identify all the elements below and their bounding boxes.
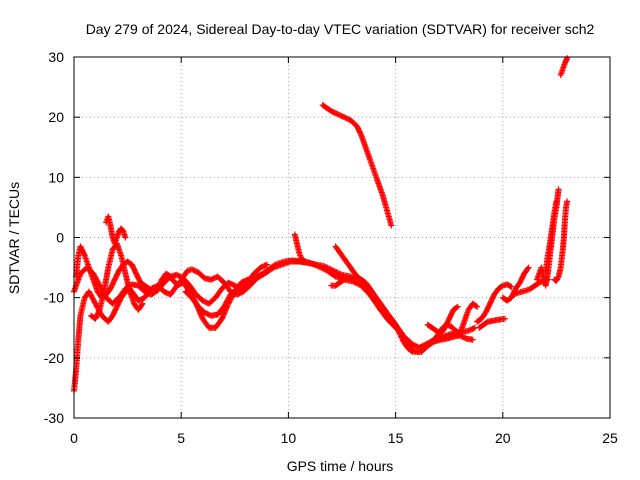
data-point-marker — [259, 271, 266, 278]
data-point-marker — [553, 198, 560, 205]
series-s19 — [551, 198, 571, 284]
data-point-marker — [139, 300, 146, 307]
data-point-marker — [525, 264, 532, 271]
data-point-marker — [81, 251, 88, 258]
series-s12 — [431, 300, 481, 343]
y-tick-label: -20 — [44, 350, 64, 366]
x-tick-label: 15 — [388, 430, 404, 446]
data-point-marker — [470, 325, 477, 332]
data-point-marker — [501, 315, 508, 322]
axis-ticks — [73, 56, 611, 419]
data-point-marker — [408, 348, 415, 355]
data-point-marker — [453, 304, 460, 311]
series-s13 — [474, 281, 515, 325]
data-point-marker — [564, 55, 571, 62]
series-s6 — [182, 271, 266, 319]
data-point-marker — [262, 262, 269, 269]
data-point-marker — [454, 303, 461, 310]
data-point-marker — [271, 262, 278, 269]
series-s10 — [328, 276, 348, 289]
series-s7 — [291, 231, 313, 267]
data-point-marker — [508, 283, 515, 290]
data-point-marker — [263, 261, 270, 268]
data-point-marker — [524, 265, 531, 272]
x-tick-label: 25 — [602, 430, 618, 446]
y-axis-label: SDTVAR / TECUs — [6, 182, 22, 294]
y-tick-label: -30 — [44, 410, 64, 426]
data-point-marker — [388, 222, 395, 229]
data-point-marker — [122, 234, 129, 241]
data-point-marker — [555, 186, 562, 193]
chart-title: Day 279 of 2024, Sidereal Day-to-day VTE… — [86, 21, 595, 37]
data-point-marker — [357, 130, 364, 137]
x-axis-label: GPS time / hours — [287, 458, 394, 474]
data-point-marker — [409, 348, 416, 355]
data-point-marker — [507, 283, 514, 290]
x-tick-label: 10 — [281, 430, 297, 446]
x-tick-label: 20 — [495, 430, 511, 446]
y-tick-label: 20 — [48, 109, 64, 125]
data-point-marker — [138, 301, 145, 308]
data-point-marker — [258, 272, 265, 279]
series-s8 — [319, 102, 395, 229]
data-point-marker — [341, 276, 348, 283]
y-tick-labels: -30 -20 -10 0 10 20 30 — [44, 49, 64, 426]
series-s5 — [88, 240, 146, 322]
x-tick-label: 0 — [70, 430, 78, 446]
data-marks — [71, 55, 571, 394]
data-point-marker — [473, 302, 479, 309]
series-s18 — [542, 198, 560, 274]
data-point-marker — [340, 277, 347, 284]
data-point-marker — [469, 336, 476, 343]
y-tick-label: 10 — [48, 169, 64, 185]
data-point-marker — [564, 198, 571, 205]
data-point-marker — [306, 260, 313, 267]
x-tick-labels: 0 5 10 15 20 25 — [70, 430, 618, 446]
series-s14 — [476, 315, 508, 331]
data-point-marker — [96, 307, 103, 314]
y-tick-label: 0 — [56, 230, 64, 246]
x-tick-label: 5 — [177, 430, 185, 446]
y-tick-label: -10 — [44, 290, 64, 306]
series-s9 — [332, 243, 416, 355]
data-point-marker — [474, 303, 481, 310]
y-tick-label: 30 — [48, 49, 64, 65]
data-point-marker — [331, 272, 338, 279]
